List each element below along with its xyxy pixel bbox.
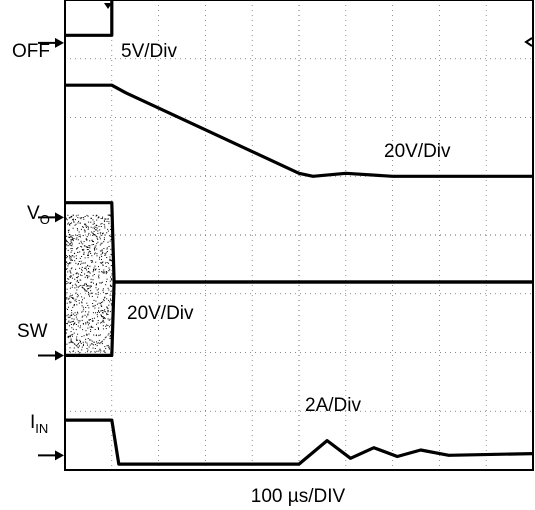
scale-label-output: 20V/Div	[384, 141, 451, 162]
arrow-head-icon	[55, 450, 64, 461]
trace-i-in	[65, 418, 534, 466]
scale-label-iin: 2A/Div	[305, 395, 361, 416]
label-iin-main: I	[30, 412, 35, 433]
trigger-level-icon	[524, 37, 533, 47]
label-sw: SW	[17, 321, 48, 342]
scale-label-off: 5V/Div	[121, 41, 177, 62]
traces	[65, 0, 534, 466]
scale-label-sw: 20V/Div	[127, 303, 194, 324]
trace-sw	[65, 280, 533, 357]
plot-frame	[64, 0, 534, 471]
label-vo-sub: O	[40, 212, 50, 227]
arrow-head-icon	[55, 212, 64, 223]
arrow-head-icon	[55, 37, 64, 48]
trace-output	[65, 83, 533, 178]
label-iin-sub: IN	[35, 421, 48, 436]
label-off: OFF	[12, 41, 50, 62]
trace-off	[65, 0, 114, 37]
sw-switching-noise	[65, 214, 113, 354]
channel-markers	[38, 37, 64, 461]
label-iin: IIN	[30, 412, 48, 436]
label-vo: VO	[27, 203, 50, 227]
x-axis-label: 100 µs/DIV	[251, 486, 346, 507]
trigger-marker-icon	[104, 3, 112, 9]
grid	[65, 0, 533, 470]
label-vo-main: V	[27, 203, 40, 224]
arrow-head-icon	[55, 350, 64, 361]
